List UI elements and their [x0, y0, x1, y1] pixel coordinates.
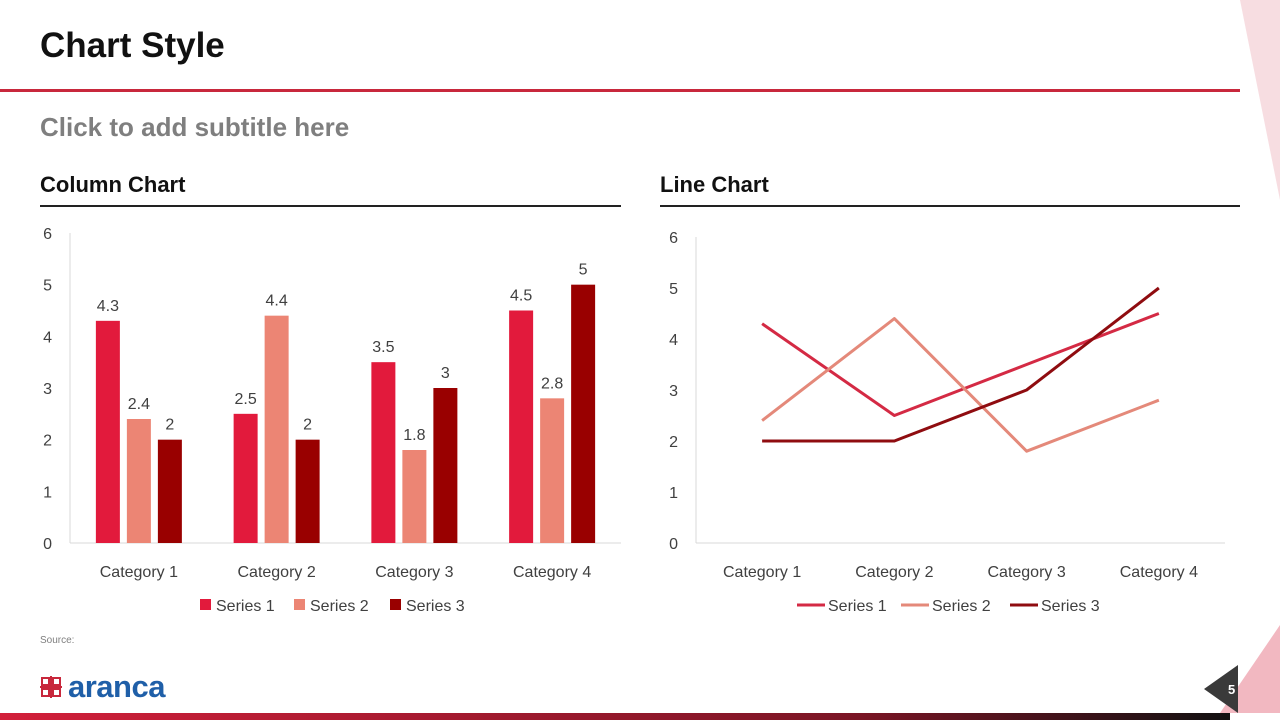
y-tick-label: 1	[43, 484, 52, 501]
aranca-logo: aranca	[40, 669, 165, 704]
y-tick-label: 6	[669, 230, 678, 247]
y-tick-label: 4	[669, 332, 678, 349]
legend-label: Series 1	[216, 598, 275, 615]
bar-data-label: 2.4	[128, 396, 150, 413]
bar-series-3	[571, 284, 596, 543]
x-tick-label: Category 2	[855, 564, 933, 581]
legend-label: Series 2	[310, 598, 369, 615]
page-number: 5	[1228, 682, 1236, 697]
bar-series-3	[433, 388, 458, 543]
y-tick-label: 0	[669, 536, 678, 553]
x-tick-label: Category 4	[1120, 564, 1198, 581]
column-chart-heading: Column Chart	[40, 172, 186, 197]
top-right-decoration	[1240, 0, 1280, 200]
y-tick-label: 2	[43, 433, 52, 450]
bar-series-2	[540, 398, 565, 543]
y-tick-label: 5	[43, 278, 52, 295]
bar-series-1	[233, 413, 258, 543]
bar-data-label: 4.4	[266, 293, 288, 310]
y-tick-label: 1	[669, 485, 678, 502]
title-divider	[0, 89, 1240, 92]
y-tick-label: 3	[669, 383, 678, 400]
legend-label: Series 3	[406, 598, 465, 615]
line-chart: 0 1 2 3 4 5 6 Category 1 Category 2 Category 3 Cat…	[669, 230, 1225, 615]
legend-swatch-series-3	[390, 599, 401, 610]
bar-data-label: 2.5	[235, 391, 257, 408]
bottom-right-decoration	[1204, 625, 1280, 713]
logo-mark-icon	[40, 676, 62, 698]
y-tick-label: 3	[43, 381, 52, 398]
bar-data-label: 4.5	[510, 288, 532, 305]
y-tick-label: 0	[43, 536, 52, 553]
line-series-3	[762, 286, 1160, 443]
line-chart-divider	[660, 205, 1240, 207]
bar-series-1	[371, 362, 396, 543]
bar-series-2	[126, 419, 151, 543]
x-tick-label: Category 4	[513, 564, 591, 581]
y-tick-label: 2	[669, 434, 678, 451]
y-tick-label: 5	[669, 281, 678, 298]
bar-series-1	[509, 310, 534, 543]
bar-series-2	[264, 315, 289, 543]
bar-series-3	[157, 439, 182, 543]
slide-subtitle[interactable]: Click to add subtitle here	[40, 112, 350, 142]
x-tick-label: Category 1	[100, 564, 178, 581]
footer-bar	[0, 713, 1230, 720]
column-chart-divider	[40, 205, 621, 207]
bar-data-label: 3.5	[372, 339, 394, 356]
line-series-1	[761, 312, 1160, 417]
bar-data-label: 4.3	[97, 298, 119, 315]
bar-series-2	[402, 450, 427, 543]
bar-data-label: 1.8	[403, 427, 425, 444]
x-tick-label: Category 1	[723, 564, 801, 581]
bar-data-label: 2	[303, 417, 312, 434]
legend-label: Series 3	[1041, 598, 1100, 615]
bar-series-1	[95, 320, 120, 543]
source-note: Source:	[40, 635, 75, 646]
slide-title: Chart Style	[40, 26, 225, 65]
line-series-2	[761, 317, 1160, 453]
column-chart: 0 1 2 3 4 5 6 Category 1 4.3 2.4 2 Category 2 2.5 4.4…	[43, 226, 621, 615]
legend-label: Series 1	[828, 598, 887, 615]
line-chart-heading: Line Chart	[660, 172, 769, 197]
legend-swatch-series-1	[200, 599, 211, 610]
logo-text: aranca	[68, 669, 165, 704]
bar-series-3	[295, 439, 320, 543]
bar-data-label: 2	[165, 417, 174, 434]
legend-swatch-series-2	[294, 599, 305, 610]
x-tick-label: Category 3	[375, 564, 453, 581]
x-tick-label: Category 3	[987, 564, 1065, 581]
y-tick-label: 6	[43, 226, 52, 243]
bar-data-label: 5	[579, 262, 588, 279]
y-tick-label: 4	[43, 329, 52, 346]
bar-data-label: 3	[441, 365, 450, 382]
bar-data-label: 2.8	[541, 375, 563, 392]
legend-label: Series 2	[932, 598, 991, 615]
x-tick-label: Category 2	[237, 564, 315, 581]
